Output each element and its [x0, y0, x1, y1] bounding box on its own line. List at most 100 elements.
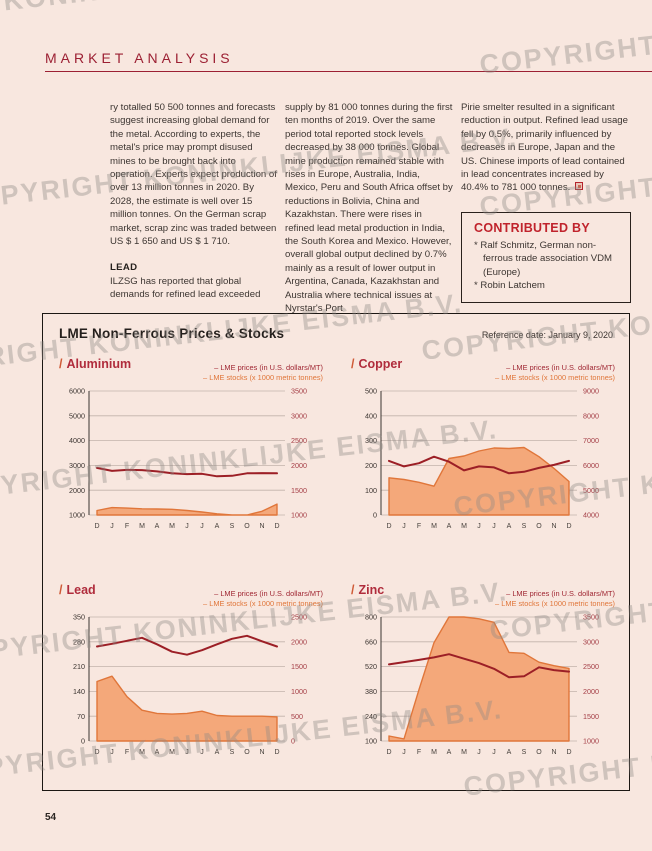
svg-text:F: F: [125, 749, 129, 756]
reference-date: Reference date: January 9, 2020: [481, 330, 613, 340]
svg-text:J: J: [492, 523, 496, 530]
svg-text:500: 500: [365, 387, 377, 396]
svg-text:240: 240: [365, 712, 377, 721]
svg-text:100: 100: [365, 737, 377, 746]
svg-text:2500: 2500: [291, 436, 307, 445]
svg-text:2000: 2000: [69, 486, 85, 495]
article-column-1: ry totalled 50 500 tonnes and forecasts …: [110, 101, 277, 316]
title-rule: [45, 71, 652, 72]
chart-legend: – LME prices (in U.S. dollars/MT) – LME …: [203, 357, 323, 382]
svg-text:3000: 3000: [69, 461, 85, 470]
svg-text:300: 300: [365, 436, 377, 445]
svg-text:1500: 1500: [291, 486, 307, 495]
svg-text:J: J: [402, 523, 406, 530]
svg-text:M: M: [461, 523, 467, 530]
svg-text:S: S: [230, 523, 235, 530]
svg-text:J: J: [477, 523, 481, 530]
svg-text:70: 70: [77, 712, 85, 721]
chart-plot-lead: 350 2500 280 2000 210 1500 140 1000 70 500 0 0 D J F M A…: [59, 611, 323, 763]
svg-text:O: O: [536, 749, 542, 756]
chart-plot-copper: 500 9000 400 8000 300 7000 200 6000 100 5000 0 4000…: [351, 385, 615, 537]
svg-text:A: A: [447, 523, 452, 530]
chart-legend: – LME prices (in U.S. dollars/MT) – LME …: [495, 583, 615, 608]
svg-text:M: M: [431, 749, 437, 756]
svg-text:2000: 2000: [291, 637, 307, 646]
svg-text:J: J: [185, 749, 189, 756]
svg-text:2000: 2000: [291, 461, 307, 470]
svg-text:6000: 6000: [583, 461, 599, 470]
article-paragraph: Pirie smelter resulted in a significant …: [461, 101, 631, 195]
article-paragraph: ry totalled 50 500 tonnes and forecasts …: [110, 102, 277, 248]
chart-zinc: / Zinc – LME prices (in U.S. dollars/MT) …: [351, 583, 615, 763]
svg-text:N: N: [551, 749, 556, 756]
contributed-title: CONTRIBUTED BY: [474, 220, 591, 235]
svg-text:D: D: [566, 749, 571, 756]
chart-svg-lead: 350 2500 280 2000 210 1500 140 1000 70 500 0 0 D J F M A…: [73, 613, 307, 756]
svg-text:200: 200: [365, 461, 377, 470]
slash-glyph: /: [351, 357, 355, 371]
svg-text:1000: 1000: [69, 511, 85, 520]
page-number: 54: [45, 812, 57, 823]
svg-text:M: M: [139, 749, 145, 756]
chart-plot-zinc: 800 3500 660 3000 520 2500 380 2000 240 1500 100 10…: [351, 611, 615, 763]
svg-text:D: D: [566, 523, 571, 530]
chart-copper: / Copper – LME prices (in U.S. dollars/MT…: [351, 357, 615, 537]
svg-text:1000: 1000: [291, 687, 307, 696]
svg-text:D: D: [274, 523, 279, 530]
contributor-item: * Ralf Schmitz, German non-ferrous trade…: [474, 240, 613, 278]
svg-text:400: 400: [365, 411, 377, 420]
article-text: Pirie smelter resulted in a significant …: [461, 102, 628, 194]
svg-text:3500: 3500: [291, 387, 307, 396]
svg-text:0: 0: [291, 737, 295, 746]
svg-text:4000: 4000: [69, 436, 85, 445]
svg-text:S: S: [230, 749, 235, 756]
svg-text:8000: 8000: [583, 411, 599, 420]
chart-legend: – LME prices (in U.S. dollars/MT) – LME …: [495, 357, 615, 382]
svg-text:M: M: [461, 749, 467, 756]
slash-glyph: /: [59, 583, 63, 597]
watermark-text: COPYRIGHT KONINKLIJKE EISMA B.V.: [0, 0, 379, 39]
svg-text:J: J: [110, 523, 114, 530]
svg-text:5000: 5000: [583, 486, 599, 495]
svg-text:660: 660: [365, 637, 377, 646]
svg-text:1000: 1000: [291, 511, 307, 520]
svg-text:A: A: [155, 523, 160, 530]
svg-text:J: J: [200, 749, 204, 756]
svg-text:9000: 9000: [583, 387, 599, 396]
svg-text:0: 0: [373, 511, 377, 520]
svg-text:350: 350: [73, 613, 85, 622]
svg-text:S: S: [522, 523, 527, 530]
chart-aluminium: / Aluminium – LME prices (in U.S. dollars…: [59, 357, 323, 537]
svg-text:4000: 4000: [583, 511, 599, 520]
slash-glyph: /: [59, 357, 63, 371]
charts-grid: / Aluminium – LME prices (in U.S. dollars…: [59, 357, 615, 763]
svg-text:1500: 1500: [583, 712, 599, 721]
contributed-box: CONTRIBUTED BY * Ralf Schmitz, German no…: [461, 211, 631, 304]
svg-text:A: A: [507, 749, 512, 756]
svg-text:7000: 7000: [583, 436, 599, 445]
article-columns: ry totalled 50 500 tonnes and forecasts …: [110, 101, 631, 316]
svg-text:J: J: [477, 749, 481, 756]
svg-text:O: O: [244, 523, 250, 530]
article-column-3: Pirie smelter resulted in a significant …: [461, 101, 631, 316]
svg-text:F: F: [417, 749, 421, 756]
svg-text:140: 140: [73, 687, 85, 696]
chart-title-aluminium: / Aluminium: [59, 357, 132, 371]
svg-text:100: 100: [365, 486, 377, 495]
svg-text:O: O: [536, 523, 542, 530]
svg-text:A: A: [447, 749, 452, 756]
svg-text:A: A: [507, 523, 512, 530]
svg-text:A: A: [215, 523, 220, 530]
legend-stocks: – LME stocks (x 1000 metric tonnes): [495, 372, 615, 382]
section-heading-lead: LEAD: [110, 262, 138, 274]
contributor-list: * Ralf Schmitz, German non-ferrous trade…: [474, 239, 620, 292]
chart-panel-title: LME Non-Ferrous Prices & Stocks: [59, 326, 285, 341]
svg-text:1000: 1000: [583, 737, 599, 746]
svg-text:3500: 3500: [583, 613, 599, 622]
page-title: MARKET ANALYSIS: [45, 50, 234, 66]
svg-text:6000: 6000: [69, 387, 85, 396]
svg-text:D: D: [386, 749, 391, 756]
svg-text:M: M: [139, 523, 145, 530]
chart-panel-header: LME Non-Ferrous Prices & Stocks Referenc…: [59, 326, 613, 341]
svg-text:O: O: [244, 749, 250, 756]
